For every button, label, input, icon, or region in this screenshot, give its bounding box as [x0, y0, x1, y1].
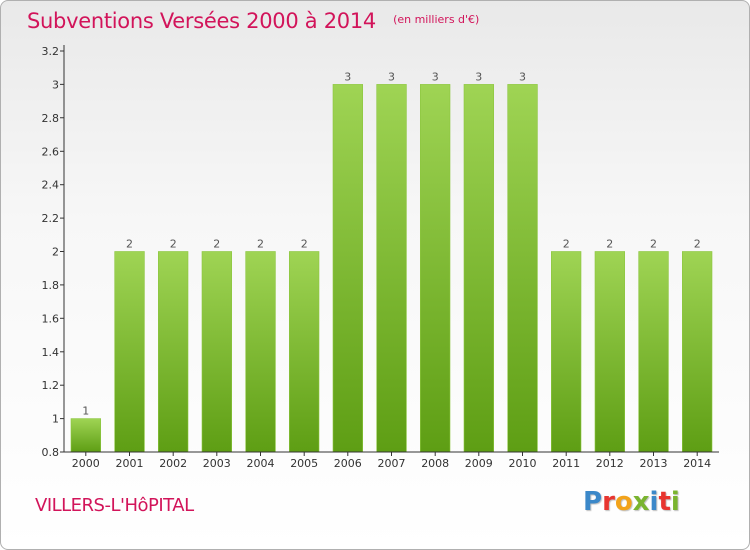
data-label: 3	[475, 70, 482, 83]
bar	[201, 251, 233, 453]
bar	[638, 251, 669, 453]
chart-title: Subventions Versées 2000 à 2014	[27, 9, 376, 33]
x-tick-label: 2009	[465, 457, 493, 470]
title-row: Subventions Versées 2000 à 2014 (en mill…	[27, 9, 479, 33]
x-tick-label: 2005	[290, 457, 318, 470]
data-label: 2	[213, 238, 220, 251]
x-tick-label: 2001	[116, 457, 144, 470]
data-label: 3	[432, 70, 439, 83]
bar	[681, 251, 713, 453]
x-tick-label: 2003	[203, 457, 231, 470]
y-tick-label: 1.2	[42, 379, 60, 392]
data-label: 2	[170, 238, 177, 251]
bar	[376, 84, 407, 453]
logo-letter: o	[614, 487, 633, 517]
y-tick-label: 1.4	[42, 346, 60, 359]
x-tick-label: 2000	[72, 457, 100, 470]
bar	[288, 251, 320, 453]
data-label: 2	[606, 238, 613, 251]
bar	[507, 84, 538, 453]
data-label: 3	[388, 70, 395, 83]
x-tick-label: 2004	[247, 457, 275, 470]
data-label: 2	[563, 238, 570, 251]
x-tick-label: 2013	[640, 457, 668, 470]
bar	[70, 418, 102, 453]
data-label: 2	[126, 238, 133, 251]
x-tick-label: 2010	[509, 457, 537, 470]
x-tick-label: 2008	[421, 457, 449, 470]
data-label: 3	[344, 70, 351, 83]
x-tick-label: 2007	[378, 457, 406, 470]
y-tick-label: 1.6	[42, 312, 60, 325]
bar	[419, 84, 451, 453]
y-tick-label: 1.8	[42, 279, 60, 292]
bar	[114, 251, 145, 453]
x-tick-label: 2006	[334, 457, 362, 470]
chart-subtitle: (en milliers d'€)	[393, 13, 480, 26]
y-tick-label: 2.6	[42, 145, 60, 158]
y-tick-label: 2.2	[42, 212, 60, 225]
commune-name: VILLERS-L'HôPITAL	[35, 495, 194, 516]
y-tick-label: 2.8	[42, 112, 60, 125]
data-label: 3	[519, 70, 526, 83]
x-tick-label: 2011	[552, 457, 580, 470]
data-label: 2	[694, 238, 701, 251]
data-label: 2	[650, 238, 657, 251]
bar	[463, 84, 495, 453]
y-tick-label: 2	[52, 246, 59, 259]
logo-letter: i	[670, 487, 680, 517]
bar	[245, 251, 276, 453]
y-tick-label: 1	[52, 413, 59, 426]
y-tick-label: 3	[52, 78, 59, 91]
y-tick-label: 0.8	[42, 446, 60, 459]
data-label: 2	[257, 238, 264, 251]
bar	[158, 251, 189, 453]
logo-letter: t	[658, 487, 671, 517]
x-tick-label: 2002	[159, 457, 187, 470]
y-tick-label: 2.4	[42, 179, 60, 192]
logo-letter: r	[602, 487, 615, 517]
logo-letter: i	[649, 487, 659, 517]
data-label: 1	[82, 405, 89, 418]
y-tick-label: 3.2	[42, 45, 60, 58]
x-tick-label: 2012	[596, 457, 624, 470]
data-label: 2	[301, 238, 308, 251]
x-tick-label: 2014	[683, 457, 711, 470]
proxiti-logo: Proxiti	[583, 487, 680, 517]
logo-letter: x	[632, 487, 650, 517]
bar	[550, 251, 582, 453]
bar	[594, 251, 626, 453]
bar	[332, 84, 364, 453]
logo-letter: P	[583, 487, 603, 517]
